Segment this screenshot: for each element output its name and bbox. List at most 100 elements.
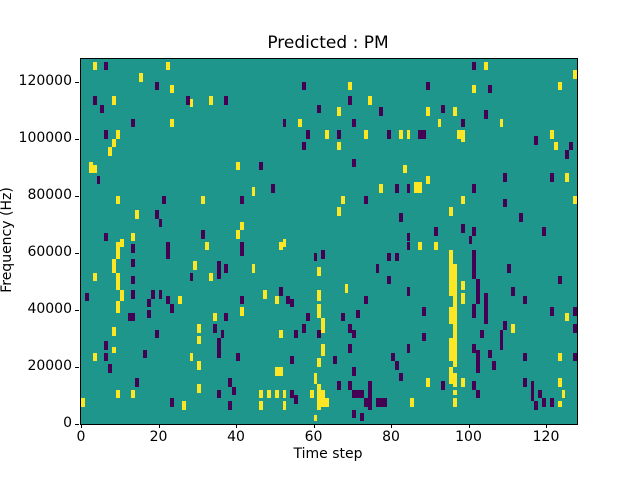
heatmap-cell-low — [146, 298, 151, 308]
heatmap-cell-low — [363, 295, 368, 305]
heatmap-cell-low — [336, 130, 341, 139]
heatmap-cell-high — [453, 292, 457, 316]
heatmap-cell-low — [549, 307, 554, 316]
x-axis-label: Time step — [293, 446, 363, 462]
heatmap-cell-high — [115, 130, 120, 139]
heatmap-cell-low — [472, 250, 477, 265]
heatmap-cell-low — [301, 141, 306, 151]
heatmap-cell-low — [313, 252, 318, 262]
heatmap-cell-low — [398, 372, 403, 382]
heatmap-cell-low — [352, 409, 357, 419]
heatmap-cell-low — [441, 381, 446, 390]
chart-title: Predicted : PM — [267, 33, 389, 53]
heatmap-cell-low — [352, 158, 357, 168]
heatmap-cell-high — [119, 289, 124, 302]
heatmap-cell-low — [472, 184, 477, 194]
heatmap-cell-high — [437, 118, 442, 128]
heatmap-cell-low — [317, 329, 322, 339]
heatmap-cell-low — [534, 135, 539, 145]
y-tick-mark — [75, 195, 79, 197]
y-tick-mark — [75, 138, 79, 140]
heatmap-cell-low — [321, 250, 326, 259]
heatmap-cell-high — [336, 107, 341, 117]
heatmap-cell-low — [301, 324, 306, 333]
heatmap-cell-high — [325, 130, 329, 139]
heatmap-cell-high — [453, 344, 457, 367]
y-tick-mark — [75, 366, 79, 368]
heatmap-cell-high — [135, 210, 140, 219]
heatmap-cell-low — [131, 244, 136, 253]
heatmap-cell-low — [491, 361, 496, 370]
heatmap-cell-low — [573, 307, 577, 316]
heatmap-cell-low — [305, 312, 310, 322]
heatmap-cell-high — [212, 312, 217, 322]
heatmap-cell-high — [317, 267, 322, 276]
heatmap-cell-high — [499, 118, 504, 128]
heatmap-cell-high — [321, 344, 326, 356]
heatmap-cell-high — [193, 261, 198, 270]
x-tick-label: 120 — [532, 429, 560, 445]
y-tick-label: 120000 — [18, 72, 72, 89]
heatmap-cell-low — [131, 258, 136, 268]
heatmap-cell-low — [340, 312, 345, 322]
heatmap-cell-low — [480, 329, 484, 339]
heatmap-cell-high — [267, 389, 271, 399]
heatmap-cell-high — [460, 130, 465, 142]
heatmap-cell-low — [170, 398, 174, 407]
heatmap-cell-low — [476, 292, 481, 305]
heatmap-cell-high — [197, 361, 202, 370]
heatmap-cell-high — [340, 195, 345, 205]
heatmap-cell-high — [460, 292, 465, 305]
heatmap-cell-high — [406, 130, 411, 139]
heatmap-cell-low — [360, 412, 364, 422]
heatmap-cell-high — [418, 181, 422, 194]
plot-area — [80, 58, 578, 425]
heatmap-cell-high — [398, 130, 403, 139]
heatmap-cell-high — [92, 272, 97, 282]
heatmap-cell-high — [92, 352, 97, 362]
x-tick-mark — [468, 424, 470, 428]
heatmap-cell-low — [484, 110, 488, 119]
heatmap-cell-low — [394, 184, 399, 194]
x-tick-mark — [81, 424, 82, 428]
heatmap-cell-high — [139, 73, 143, 82]
heatmap-cell-low — [104, 130, 109, 139]
heatmap-cell-low — [216, 389, 221, 399]
heatmap-cell-high — [321, 389, 326, 407]
heatmap-cell-high — [561, 389, 566, 399]
heatmap-cell-low — [422, 130, 426, 139]
heatmap-cell-high — [453, 389, 457, 396]
heatmap-cell-low — [367, 386, 372, 410]
heatmap-cell-high — [449, 272, 453, 296]
heatmap-cell-high — [425, 378, 430, 387]
heatmap-cell-low — [290, 389, 295, 399]
heatmap-cell-low — [239, 295, 244, 305]
heatmap-cell-high — [453, 398, 457, 407]
heatmap-cell-low — [387, 252, 391, 262]
heatmap-cell-low — [360, 389, 364, 399]
y-tick-label: 100000 — [18, 129, 72, 146]
heatmap-cell-high — [92, 61, 97, 71]
heatmap-cell-low — [476, 278, 481, 293]
heatmap-cell-low — [236, 352, 240, 362]
heatmap-cell-low — [363, 398, 368, 407]
heatmap-cell-low — [484, 304, 488, 319]
heatmap-cell-low — [96, 175, 101, 185]
heatmap-cell-low — [503, 321, 508, 330]
heatmap-cell-high — [449, 250, 453, 273]
heatmap-cell-low — [472, 227, 477, 236]
heatmap-cell-low — [352, 329, 357, 339]
heatmap-cell-low — [166, 295, 171, 305]
heatmap-cell-low — [394, 361, 399, 370]
heatmap-cell-low — [522, 352, 527, 362]
heatmap-cell-low — [538, 389, 543, 399]
heatmap-cell-high — [298, 118, 302, 128]
y-tick-mark — [75, 81, 79, 83]
y-tick-label: 40000 — [27, 300, 72, 317]
heatmap-cell-high — [119, 238, 124, 248]
heatmap-cell-low — [387, 275, 391, 285]
heatmap-cell-high — [112, 327, 116, 336]
heatmap-cell-low — [363, 195, 368, 205]
heatmap-cell-low — [317, 104, 322, 114]
heatmap-cell-low — [503, 173, 508, 182]
